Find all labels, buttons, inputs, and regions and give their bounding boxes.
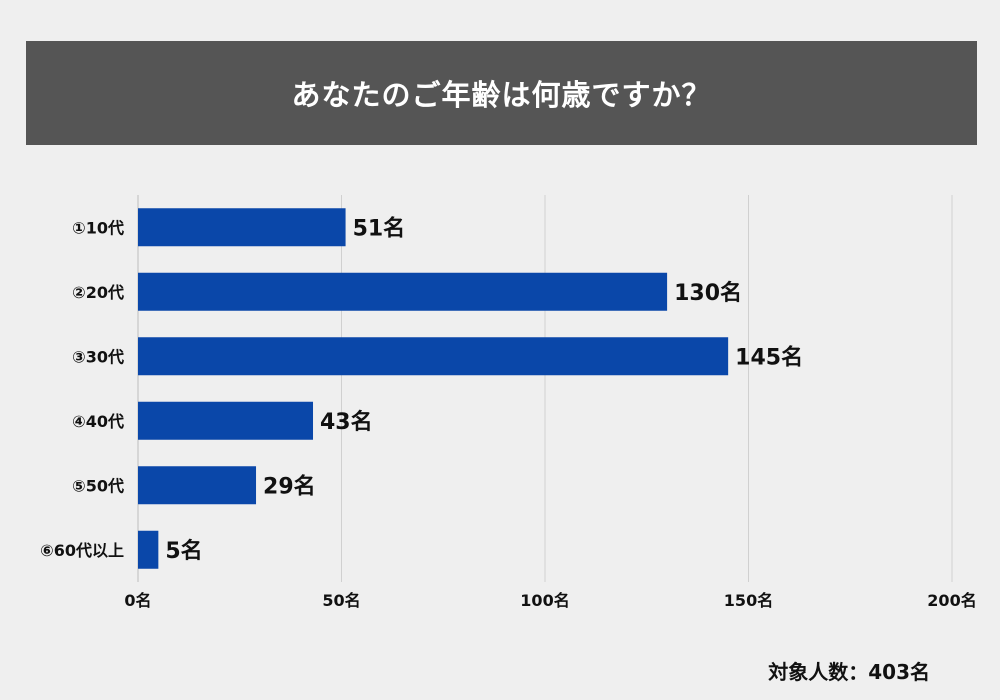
data-label: 145名 xyxy=(735,344,803,370)
x-tick-label: 150名 xyxy=(724,591,773,610)
x-tick-label: 100名 xyxy=(520,591,569,610)
category-label: ③30代 xyxy=(72,347,124,366)
category-label: ⑥60代以上 xyxy=(40,541,124,560)
category-label: ⑤50代 xyxy=(72,476,124,495)
chart-title: あなたのご年齢は何歳ですか？ xyxy=(291,78,712,112)
bar xyxy=(138,401,314,440)
data-label: 43名 xyxy=(320,409,373,435)
data-label: 130名 xyxy=(674,280,742,306)
x-tick-label: 200名 xyxy=(927,591,976,610)
x-tick-label: 0名 xyxy=(124,591,151,610)
data-label: 29名 xyxy=(263,473,316,499)
data-label: 51名 xyxy=(353,215,406,241)
category-label: ①10代 xyxy=(72,218,124,237)
category-label: ④40代 xyxy=(72,412,124,431)
bar xyxy=(138,272,668,311)
bar xyxy=(138,208,346,247)
respondent-count: 対象人数：403名 xyxy=(768,660,930,684)
category-label: ②20代 xyxy=(72,283,124,302)
x-tick-label: 50名 xyxy=(322,591,360,610)
bar xyxy=(138,337,729,376)
title-bar: あなたのご年齢は何歳ですか？ xyxy=(26,41,977,145)
data-label: 5名 xyxy=(165,538,202,564)
bar xyxy=(138,530,159,569)
bar xyxy=(138,466,257,505)
